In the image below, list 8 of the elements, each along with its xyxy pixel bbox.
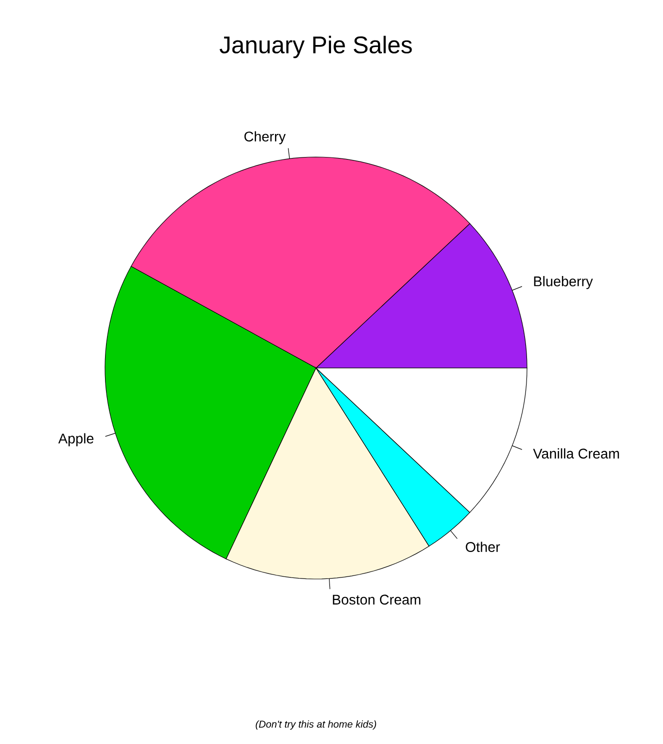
text: (Don't try this at home kids) (256, 720, 376, 730)
chart-title: January Pie Sales (220, 36, 412, 58)
slice-label: Cherry (244, 131, 286, 144)
slice-label: Boston Cream (332, 594, 420, 605)
slice-label: Vanilla Cream (533, 448, 619, 459)
slice-label: Other (466, 542, 500, 552)
slice-label: Blueberry (534, 276, 593, 290)
slice-label: Apple (58, 433, 94, 446)
